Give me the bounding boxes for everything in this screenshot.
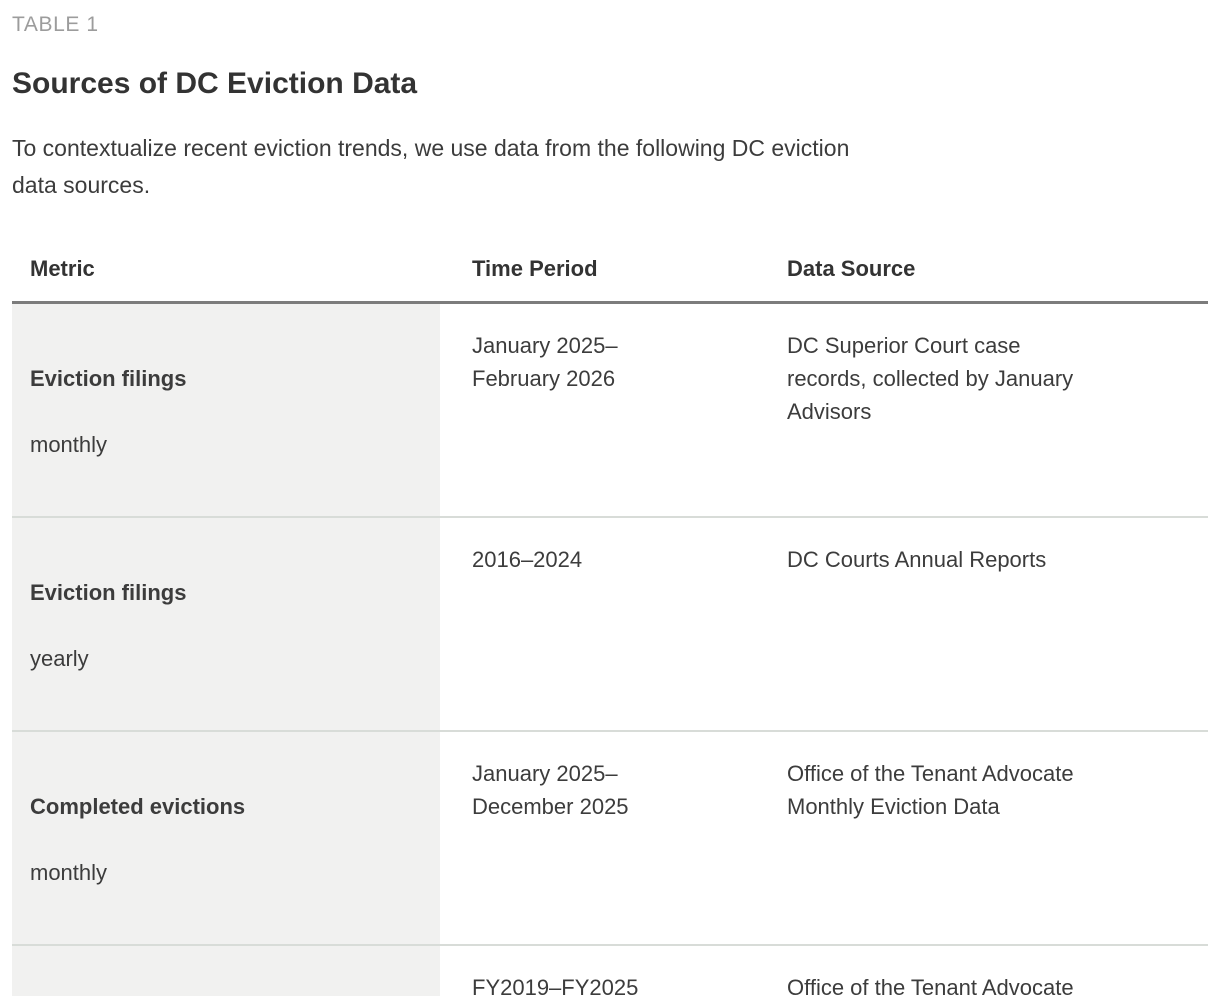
page-title: Sources of DC Eviction Data (12, 67, 418, 100)
table-description: To contextualize recent eviction trends,… (12, 135, 850, 198)
column-header-metric: Metric (12, 256, 440, 304)
table-row: Completed evictions monthly January 2025… (12, 730, 1208, 945)
metric-frequency: monthly (30, 432, 108, 457)
time-period-cell: January 2025– February 2026 (472, 333, 618, 391)
metric-cell: Eviction filings yearly (12, 516, 440, 731)
time-period-cell: January 2025– December 2025 (440, 730, 755, 945)
table-row: Eviction filings yearly 2016–2024 DC Cou… (12, 516, 1208, 731)
table-kicker: TABLE 1 (12, 13, 99, 36)
metric-cell: Completed evictions yearly (12, 944, 440, 996)
column-header-time-period: Time Period (440, 256, 755, 304)
time-period-cell: 2016–2024 (440, 516, 755, 731)
data-source-cell: Office of the Tenant Advocate Historical… (755, 944, 1208, 996)
metric-name: Eviction filings (30, 580, 187, 605)
sources-table: Metric Time Period Data Source Eviction … (12, 256, 1208, 996)
metric-cell: Eviction filings monthly (12, 302, 440, 517)
time-period-cell: FY2019–FY2025 (440, 944, 755, 996)
table-row: Eviction filings monthly January 2025– F… (12, 302, 1208, 517)
column-header-data-source: Data Source (755, 256, 1208, 304)
metric-frequency: yearly (30, 646, 89, 671)
data-source-cell: DC Courts Annual Reports (755, 516, 1208, 731)
metric-name: Completed evictions (30, 794, 246, 819)
table-row: Completed evictions yearly FY2019–FY2025… (12, 944, 1208, 996)
metric-frequency: monthly (30, 860, 108, 885)
metric-name: Eviction filings (30, 366, 187, 391)
table-header-row: Metric Time Period Data Source (12, 256, 1208, 304)
metric-cell: Completed evictions monthly (12, 730, 440, 945)
data-source-cell: Office of the Tenant Advocate Monthly Ev… (755, 730, 1208, 945)
data-source-cell: DC Superior Court case records, collecte… (787, 333, 1074, 424)
